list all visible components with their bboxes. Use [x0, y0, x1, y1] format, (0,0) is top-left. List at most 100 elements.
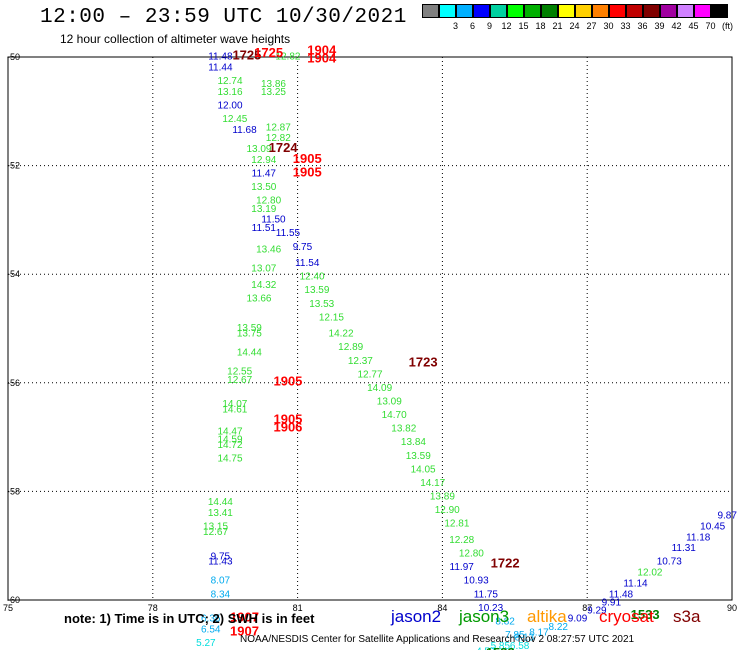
legend-label: 9 [486, 21, 492, 31]
wave-height-label: 12.82 [266, 133, 291, 144]
wave-height-label: 13.46 [256, 244, 281, 255]
pass-time-label: 1724 [269, 140, 299, 155]
wave-height-label: 14.47 [218, 426, 243, 437]
legend-label: 39 [654, 21, 665, 31]
legend-swatch [694, 4, 711, 18]
wave-height-label: 11.44 [208, 63, 233, 74]
wave-height-label: 12.67 [203, 527, 228, 538]
pass-time-label: 1907 [230, 623, 259, 638]
wave-height-label: 8.82 [495, 616, 515, 627]
wave-height-label: 11.55 [276, 228, 301, 239]
wave-height-label: 12.67 [227, 375, 252, 386]
y-tick-label: -52 [7, 161, 20, 171]
wave-height-label: 11.54 [295, 258, 320, 269]
legend-label: 18 [535, 21, 546, 31]
wave-height-label: 6.35 [201, 614, 221, 625]
x-tick-label: 78 [148, 603, 158, 613]
wave-height-label: 12.00 [218, 101, 243, 112]
wave-height-label: 14.59 [218, 435, 243, 446]
legend-swatch [592, 4, 609, 18]
wave-height-label: 6.54 [201, 625, 221, 636]
y-tick-label: -56 [7, 378, 20, 388]
pass-time-label: 1905 [293, 164, 322, 179]
wave-height-label: 13.50 [251, 182, 276, 193]
wave-height-label: 8.17 [529, 627, 549, 638]
wave-height-label: 13.09 [377, 397, 402, 408]
pass-time-label: 1904 [307, 42, 337, 57]
pass-time-label: 1905 [273, 374, 302, 389]
wave-height-label: 14.72 [218, 440, 243, 451]
legend-swatch [626, 4, 643, 18]
wave-height-label: 14.61 [222, 405, 247, 416]
wave-height-label: 13.19 [251, 204, 276, 215]
wave-height-label: 5.85 [491, 641, 511, 650]
wave-height-label: 11.97 [450, 562, 475, 573]
pass-time-label: 1904 [307, 50, 337, 65]
legend-swatch [490, 4, 507, 18]
wave-height-label: 11.14 [623, 578, 648, 589]
chart-title: 12:00 – 23:59 UTC 10/30/2021 [40, 6, 407, 29]
wave-height-label: 10.23 [478, 603, 503, 614]
wave-height-label: 14.44 [237, 348, 262, 359]
wave-height-label: 11.31 [672, 543, 697, 554]
wave-height-label: 14.17 [420, 478, 445, 489]
legend-swatch [473, 4, 490, 18]
pass-time-label: 1533 [631, 607, 660, 622]
legend-swatch [558, 4, 575, 18]
wave-height-label: 12.02 [637, 568, 662, 579]
pass-time-label: 1723 [409, 355, 438, 370]
wave-height-label: 11.43 [208, 557, 233, 568]
wave-height-label: 10.93 [464, 576, 489, 587]
legend-label: 42 [671, 21, 682, 31]
satellite-altika: altika [527, 607, 567, 626]
wave-height-label: 12.94 [251, 155, 276, 166]
x-tick-label: 90 [727, 603, 737, 613]
wave-height-label: 7.85 [505, 630, 525, 641]
wave-height-label: 12.80 [256, 196, 281, 207]
legend-label: 6 [469, 21, 475, 31]
wave-height-label: 14.75 [218, 454, 243, 465]
satellite-s3a: s3a [673, 607, 701, 626]
legend-swatch [660, 4, 677, 18]
pass-time-label: 1907 [230, 610, 259, 625]
pass-time-label: 1725 [232, 48, 261, 63]
legend-swatch [524, 4, 541, 18]
legend-label: 27 [586, 21, 597, 31]
legend-swatch [456, 4, 473, 18]
wave-height-label: 9.91 [602, 597, 622, 608]
legend-label: 70 [705, 21, 716, 31]
wave-height-label: 11.75 [474, 589, 499, 600]
satellite-jason2: jason2 [391, 607, 442, 626]
legend-swatch [439, 4, 456, 18]
wave-height-label: 11.48 [609, 589, 634, 600]
x-tick-label: 81 [293, 603, 303, 613]
y-tick-label: -60 [7, 595, 20, 605]
wave-height-label: 13.59 [237, 323, 262, 334]
legend-label: 33 [620, 21, 631, 31]
satellite-jason3: jason3 [459, 607, 510, 626]
pass-time-label: 1906 [273, 420, 302, 435]
wave-height-label: 13.89 [430, 492, 455, 503]
wave-height-label: 14.07 [222, 399, 247, 410]
legend-label: 15 [518, 21, 529, 31]
x-tick-label: 75 [3, 603, 13, 613]
legend-label: 45 [688, 21, 699, 31]
wave-height-label: 13.41 [208, 508, 233, 519]
y-tick-label: -50 [7, 52, 20, 62]
footer-note: note: 1) Time is in UTC; 2) SWH is in fe… [64, 611, 315, 626]
legend-swatch [677, 4, 694, 18]
legend-swatch [422, 4, 439, 18]
wave-height-label: 8.22 [549, 622, 569, 633]
wave-height-label: 13.59 [406, 451, 431, 462]
wave-height-label: 14.44 [208, 497, 233, 508]
wave-height-label: 12.28 [449, 535, 474, 546]
legend-swatch [609, 4, 626, 18]
map-frame [7, 56, 733, 601]
wave-height-label: 14.09 [367, 383, 392, 394]
satellite-cryosat: cryosat [599, 607, 654, 626]
y-tick-label: -58 [7, 486, 20, 496]
wave-height-label: 13.16 [218, 87, 243, 98]
wave-height-label: 14.32 [251, 280, 276, 291]
legend-label: 24 [569, 21, 580, 31]
wave-height-label: 9.29 [587, 606, 607, 617]
